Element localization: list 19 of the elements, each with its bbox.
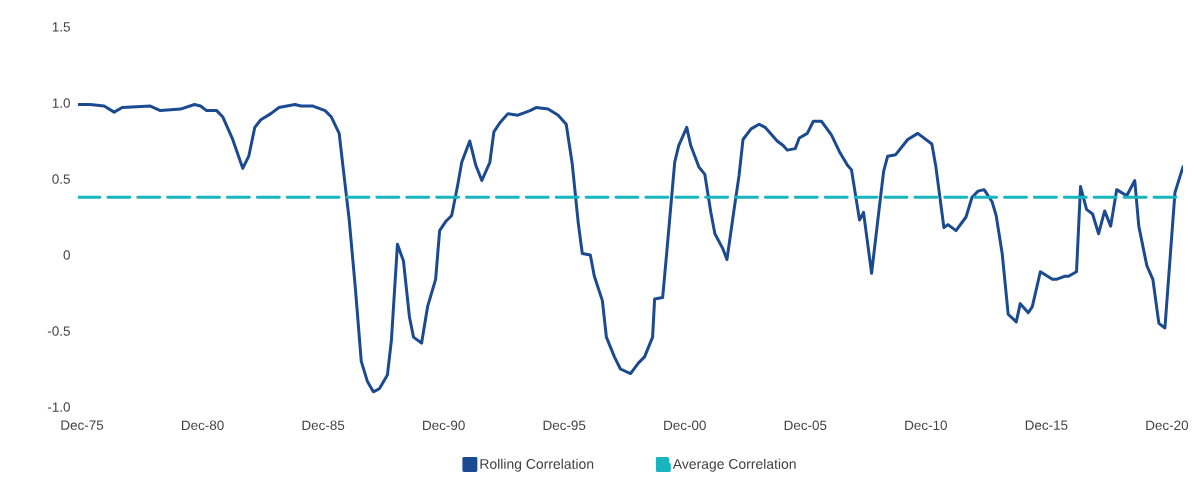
y-tick-label: -1.0 [47,402,70,412]
x-tick-label: Dec-90 [423,420,465,430]
x-tick-label: Dec-95 [543,420,586,430]
x-tick-label: Dec-05 [784,420,827,430]
y-tick-label: 1.0 [52,98,70,108]
x-tick-label: Dec-20 [1146,420,1189,430]
line-series [78,103,1183,394]
x-tick-label: Dec-85 [302,420,345,430]
x-tick-label: Dec-00 [664,420,706,430]
y-tick-label: -0.5 [47,326,70,336]
y-tick-label: 0 [63,250,70,260]
y-tick-label: 1.5 [52,22,70,32]
y-tick-label: 0.5 [52,174,70,184]
x-tick-label: Dec-80 [181,420,224,430]
x-tick-label: Dec-15 [1025,420,1068,430]
legend-label: Average Correlation [672,458,796,472]
x-tick-label: Dec-75 [61,420,104,430]
x-tick-label: Dec-10 [905,420,947,430]
legend-label: Rolling Correlation [480,458,594,472]
